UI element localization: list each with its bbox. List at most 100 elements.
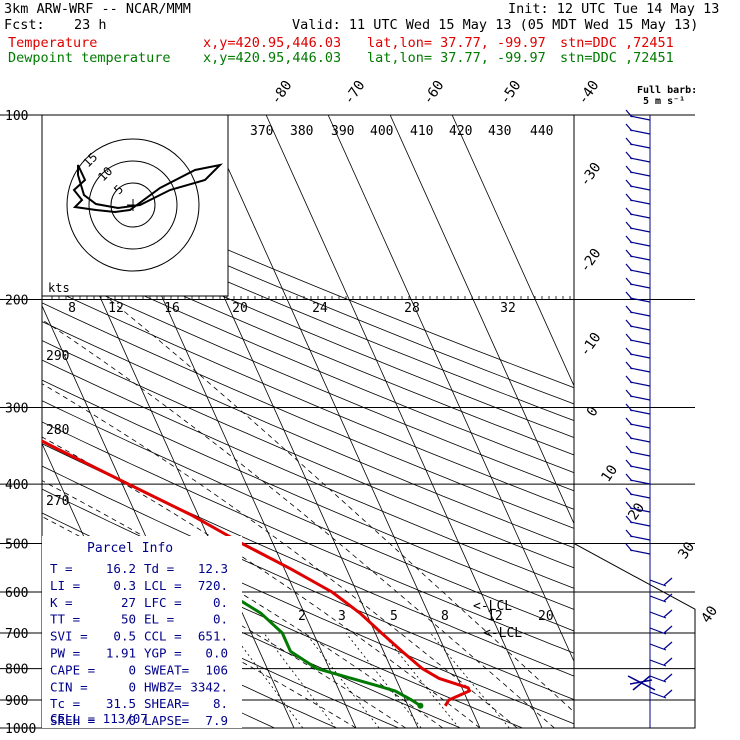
theta-label: 390	[331, 124, 354, 139]
parcel-info-key: HWBZ=	[144, 679, 182, 694]
isotherm-label: 30	[675, 539, 698, 562]
parcel-info-key: PW =	[50, 646, 80, 661]
wind-barb	[625, 543, 651, 555]
parcel-info-value: 3342.	[190, 679, 228, 694]
theta-low-label: 290	[46, 349, 69, 364]
hodograph-ring	[110, 182, 156, 228]
dry-adiabat-line	[42, 249, 574, 474]
pressure-label-800: 800	[5, 663, 28, 678]
theta-low-label: 270	[46, 494, 69, 509]
parcel-info-key: T =	[50, 561, 73, 576]
lcl-marker: <-LCL	[483, 626, 522, 641]
wind-barb-units: 5 m s⁻¹	[643, 96, 685, 107]
dry-adiabat-line	[42, 340, 574, 569]
pressure-label-900: 900	[5, 694, 28, 709]
wind-barb-cluster	[627, 675, 656, 691]
isotherm-label: -70	[341, 78, 369, 108]
parcel-info-key: Td =	[144, 561, 174, 576]
mixing-ratio-label: 8	[441, 609, 449, 624]
isotherm-line	[389, 115, 574, 525]
theta-label: 440	[530, 124, 553, 139]
wind-barb	[649, 673, 673, 683]
wind-barb	[625, 473, 651, 485]
mixing-ratio-label: 5	[390, 609, 398, 624]
dry-adiabat-line	[42, 443, 574, 677]
valid-time: Valid: 11 UTC Wed 15 May 13 (05 MDT Wed …	[292, 17, 699, 33]
parcel-info-value: 651.	[198, 629, 228, 644]
speed-tick-label: 32	[500, 301, 516, 316]
model-title: 3km ARW-WRF -- NCAR/MMM	[4, 1, 191, 17]
mixing-ratio-line	[430, 632, 510, 728]
parcel-info-key: CCL =	[144, 629, 182, 644]
dry-adiabat-line	[42, 232, 574, 456]
wind-barb	[625, 529, 651, 541]
wind-barb	[625, 459, 651, 471]
temperature-legend-station: stn=DDC ,72451	[560, 35, 674, 51]
dry-adiabat-line	[42, 400, 574, 632]
dry-adiabat-line	[42, 199, 574, 422]
wind-barb	[625, 193, 651, 205]
parcel-info-value: 0.	[213, 612, 228, 627]
header: 3km ARW-WRF -- NCAR/MMM Init: 12 UTC Tue…	[0, 0, 740, 70]
wind-barb	[625, 403, 651, 415]
wind-barb	[625, 305, 651, 317]
pressure-label-700: 700	[5, 627, 28, 642]
mixing-ratio-label: 20	[538, 609, 554, 624]
isotherm-label: -60	[420, 78, 448, 108]
parcel-info-key: TT =	[50, 612, 80, 627]
parcel-info-value: 1.91	[106, 646, 136, 661]
init-time: Init: 12 UTC Tue 14 May 13	[508, 1, 720, 17]
dry-adiabat-line	[42, 215, 574, 438]
wind-barb	[649, 593, 673, 603]
dewpoint-legend-xy: x,y=420.95,446.03	[203, 50, 342, 66]
hodograph-units: kts	[48, 281, 70, 295]
isotherm-label: 20	[625, 500, 648, 523]
dewpoint-surface-marker	[417, 702, 424, 709]
wind-barb	[625, 333, 651, 345]
isotherm-label: -10	[577, 330, 605, 360]
dry-adiabat-line	[42, 379, 574, 610]
pressure-label-200: 200	[5, 294, 28, 309]
parcel-info-value: 0.0	[205, 646, 228, 661]
parcel-info-key: SWEAT=	[144, 662, 189, 677]
parcel-info-key: K =	[50, 595, 73, 610]
mixing-ratio-label: 3	[338, 609, 346, 624]
parcel-info-title: Parcel Info	[87, 541, 173, 556]
wind-barb	[625, 221, 651, 233]
isotherm-label: -40	[575, 78, 603, 108]
temperature-legend-name: Temperature	[8, 35, 98, 51]
parcel-info-value: 0	[128, 713, 136, 728]
speed-tick-label: 12	[108, 301, 124, 316]
wind-barb	[625, 207, 651, 219]
parcel-info-key: Tc =	[50, 696, 80, 711]
pressure-label-400: 400	[5, 478, 28, 493]
wind-barb	[625, 235, 651, 247]
wind-barb	[649, 577, 673, 587]
wind-barb	[649, 641, 673, 651]
isotherm-line	[327, 115, 574, 663]
forecast-hour: 23 h	[74, 17, 107, 33]
forecast-label: Fcst:	[4, 17, 45, 33]
isotherm-line	[451, 115, 574, 387]
wind-barb	[625, 417, 651, 429]
parcel-info-key: EL =	[144, 612, 174, 627]
parcel-info-value: 31.5	[106, 696, 136, 711]
dewpoint-legend-name: Dewpoint temperature	[8, 50, 171, 66]
wind-barb	[625, 361, 651, 373]
speed-tick-label: 28	[404, 301, 420, 316]
theta-label: 430	[488, 124, 511, 139]
pressure-label-500: 500	[5, 537, 28, 552]
dry-adiabat-line	[42, 266, 574, 492]
wind-barb	[625, 165, 651, 177]
theta-label: 400	[370, 124, 393, 139]
isotherm-label: -20	[577, 246, 605, 276]
dry-adiabat-line	[42, 302, 574, 529]
wind-barb	[649, 609, 673, 619]
parcel-info-value: 720.	[198, 578, 228, 593]
wind-barb	[625, 137, 651, 149]
temperature-profile	[42, 439, 471, 707]
wind-barb	[625, 179, 651, 191]
wind-barb	[625, 445, 651, 457]
mixing-ratio-line	[305, 632, 380, 728]
theta-label: 380	[290, 124, 313, 139]
